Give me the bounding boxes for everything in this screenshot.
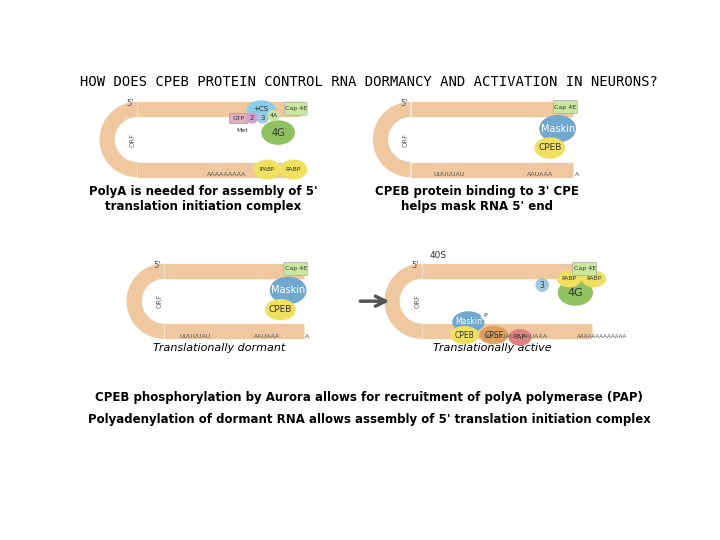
Text: AAUAAA: AAUAAA xyxy=(253,334,279,339)
Ellipse shape xyxy=(536,279,549,291)
FancyBboxPatch shape xyxy=(572,262,597,275)
FancyBboxPatch shape xyxy=(230,113,248,123)
Text: A: A xyxy=(575,172,579,177)
Text: PABP: PABP xyxy=(286,167,301,172)
Text: 4G: 4G xyxy=(567,288,583,298)
Text: CPEB protein binding to 3' CPE
helps mask RNA 5' end: CPEB protein binding to 3' CPE helps mas… xyxy=(375,185,579,213)
Text: P: P xyxy=(483,313,487,318)
Text: Cap 4E: Cap 4E xyxy=(285,106,307,111)
FancyBboxPatch shape xyxy=(284,102,307,115)
Text: Polyadenylation of dormant RNA allows assembly of 5' translation initiation comp: Polyadenylation of dormant RNA allows as… xyxy=(88,413,650,426)
Text: PAP: PAP xyxy=(513,334,526,340)
Text: 4G: 4G xyxy=(271,127,285,138)
Ellipse shape xyxy=(482,312,489,320)
Text: CPEB: CPEB xyxy=(539,144,562,152)
Text: Cap 4E: Cap 4E xyxy=(285,266,307,271)
Text: +CS: +CS xyxy=(253,106,269,112)
Text: Maskin: Maskin xyxy=(271,286,305,295)
Text: 5': 5' xyxy=(153,261,161,269)
FancyBboxPatch shape xyxy=(284,262,307,275)
Ellipse shape xyxy=(281,160,307,179)
Ellipse shape xyxy=(254,160,281,179)
Text: UUUUUAU: UUUUUAU xyxy=(484,334,515,339)
Text: Maskin: Maskin xyxy=(541,124,575,134)
Text: UUUUUAU: UUUUUAU xyxy=(179,334,211,339)
Text: 3: 3 xyxy=(540,280,545,289)
Text: 3: 3 xyxy=(261,115,265,121)
Text: PolyA is needed for assembly of 5'
translation initiation complex: PolyA is needed for assembly of 5' trans… xyxy=(89,185,318,213)
Ellipse shape xyxy=(246,113,257,123)
Text: AAUAAA: AAUAAA xyxy=(527,172,553,177)
Ellipse shape xyxy=(271,278,306,303)
Ellipse shape xyxy=(257,113,268,123)
Text: 4A: 4A xyxy=(269,113,278,118)
Ellipse shape xyxy=(540,116,575,142)
Text: IPABP: IPABP xyxy=(260,167,275,172)
Text: UUUUUAU: UUUUUAU xyxy=(433,172,465,177)
Ellipse shape xyxy=(248,101,275,118)
Ellipse shape xyxy=(582,271,606,287)
Ellipse shape xyxy=(480,327,508,343)
Text: Translationally dormant: Translationally dormant xyxy=(153,343,285,353)
Text: HOW DOES CPEB PROTEIN CONTROL RNA DORMANCY AND ACTIVATION IN NEURONS?: HOW DOES CPEB PROTEIN CONTROL RNA DORMAN… xyxy=(80,75,658,89)
Text: 2: 2 xyxy=(250,115,254,121)
Text: ORF: ORF xyxy=(415,294,420,308)
Text: 40S: 40S xyxy=(430,251,447,260)
Text: AAUAAA: AAUAAA xyxy=(522,334,549,339)
Ellipse shape xyxy=(453,312,484,332)
Text: A: A xyxy=(305,334,310,339)
Ellipse shape xyxy=(509,330,531,345)
Text: CPEB phosphorylation by Aurora allows for recruitment of polyA polymerase (PAP): CPEB phosphorylation by Aurora allows fo… xyxy=(95,392,643,404)
Text: AAAAAAAAA: AAAAAAAAA xyxy=(207,172,246,177)
Text: Cap 4E: Cap 4E xyxy=(574,266,595,271)
Text: GTP: GTP xyxy=(233,116,245,121)
Ellipse shape xyxy=(558,271,581,287)
Text: 5': 5' xyxy=(412,261,419,269)
Text: 5': 5' xyxy=(127,99,134,108)
Ellipse shape xyxy=(451,327,478,343)
Text: CPEB: CPEB xyxy=(269,305,292,314)
Text: PABP: PABP xyxy=(586,276,601,281)
Ellipse shape xyxy=(559,280,593,305)
Ellipse shape xyxy=(266,300,295,320)
Text: PABP: PABP xyxy=(562,276,577,281)
Ellipse shape xyxy=(268,111,279,120)
Text: Cap 4E: Cap 4E xyxy=(554,105,577,110)
Text: ORF: ORF xyxy=(403,132,409,146)
Text: Met: Met xyxy=(237,128,248,133)
Text: CPEB: CPEB xyxy=(454,330,474,340)
FancyBboxPatch shape xyxy=(554,100,577,114)
Text: Maskin: Maskin xyxy=(455,318,482,327)
Text: ORF: ORF xyxy=(156,294,163,308)
Text: 5': 5' xyxy=(400,99,408,108)
Ellipse shape xyxy=(262,121,294,144)
Text: CPSF: CPSF xyxy=(485,330,503,340)
Ellipse shape xyxy=(536,138,564,158)
Text: Translationally active: Translationally active xyxy=(433,343,552,353)
Text: AAAAAAAAAAAAA: AAAAAAAAAAAAA xyxy=(577,334,627,339)
Text: ORF: ORF xyxy=(130,132,135,146)
